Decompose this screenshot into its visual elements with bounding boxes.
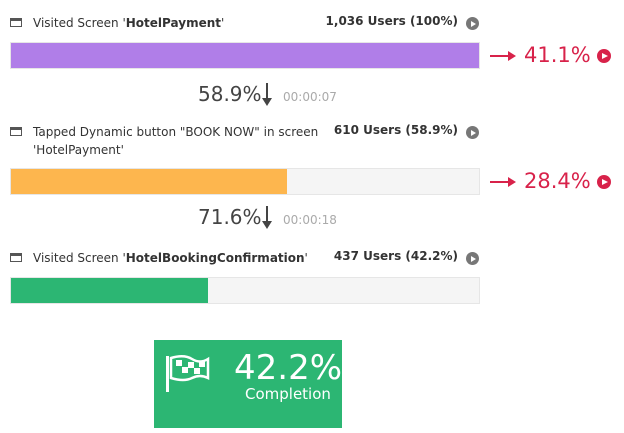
play-button[interactable]: [466, 126, 479, 139]
completion-value: 42.2%: [234, 348, 343, 388]
step-label: Visited Screen 'HotelPayment': [33, 14, 333, 32]
label-text: Visited Screen ': [33, 251, 126, 265]
bar: [11, 169, 287, 194]
down-arrow: [266, 206, 268, 224]
screen-name: HotelBookingConfirmation: [125, 251, 305, 265]
step-label: Tapped Dynamic button "BOOK NOW" in scre…: [33, 123, 333, 159]
dropoff-play[interactable]: [597, 49, 611, 63]
users-count: 1,036 Users (100%): [325, 14, 458, 28]
play-button[interactable]: [466, 17, 479, 30]
conversion-rate: 58.9%: [198, 82, 262, 106]
bar-track: [10, 277, 480, 304]
screen-icon: [10, 253, 22, 262]
dropoff-arrow: [490, 181, 510, 183]
time-to-convert: 00:00:07: [283, 90, 337, 104]
dropoff-arrow: [490, 55, 510, 57]
screen-name: HotelPayment: [125, 16, 221, 30]
label-text: ': [304, 251, 308, 265]
time-to-convert: 00:00:18: [283, 213, 337, 227]
label-text: Visited Screen ': [33, 16, 126, 30]
dropoff-arrowhead: [508, 177, 516, 187]
down-arrow: [266, 83, 268, 101]
dropoff-arrowhead: [508, 51, 516, 61]
dropoff-play[interactable]: [597, 175, 611, 189]
bar-track: [10, 168, 480, 195]
completion-label: Completion: [245, 385, 331, 403]
screen-icon: [10, 18, 22, 27]
conversion-rate: 71.6%: [198, 205, 262, 229]
dropoff-rate: 41.1%: [524, 43, 591, 67]
completion-box: 42.2% Completion: [154, 340, 342, 428]
screen-icon: [10, 127, 22, 136]
play-button[interactable]: [466, 252, 479, 265]
dropoff-rate: 28.4%: [524, 169, 591, 193]
users-count: 437 Users (42.2%): [333, 249, 458, 263]
step-label: Visited Screen 'HotelBookingConfirmation…: [33, 249, 333, 267]
down-arrowhead: [262, 221, 272, 229]
bar: [11, 43, 479, 68]
label-text: Tapped Dynamic button "BOOK NOW" in scre…: [33, 125, 319, 157]
flag-icon: [166, 355, 210, 392]
down-arrowhead: [262, 98, 272, 106]
bar-track: [10, 42, 480, 69]
label-text: ': [221, 16, 225, 30]
bar: [11, 278, 209, 303]
users-count: 610 Users (58.9%): [333, 123, 458, 137]
